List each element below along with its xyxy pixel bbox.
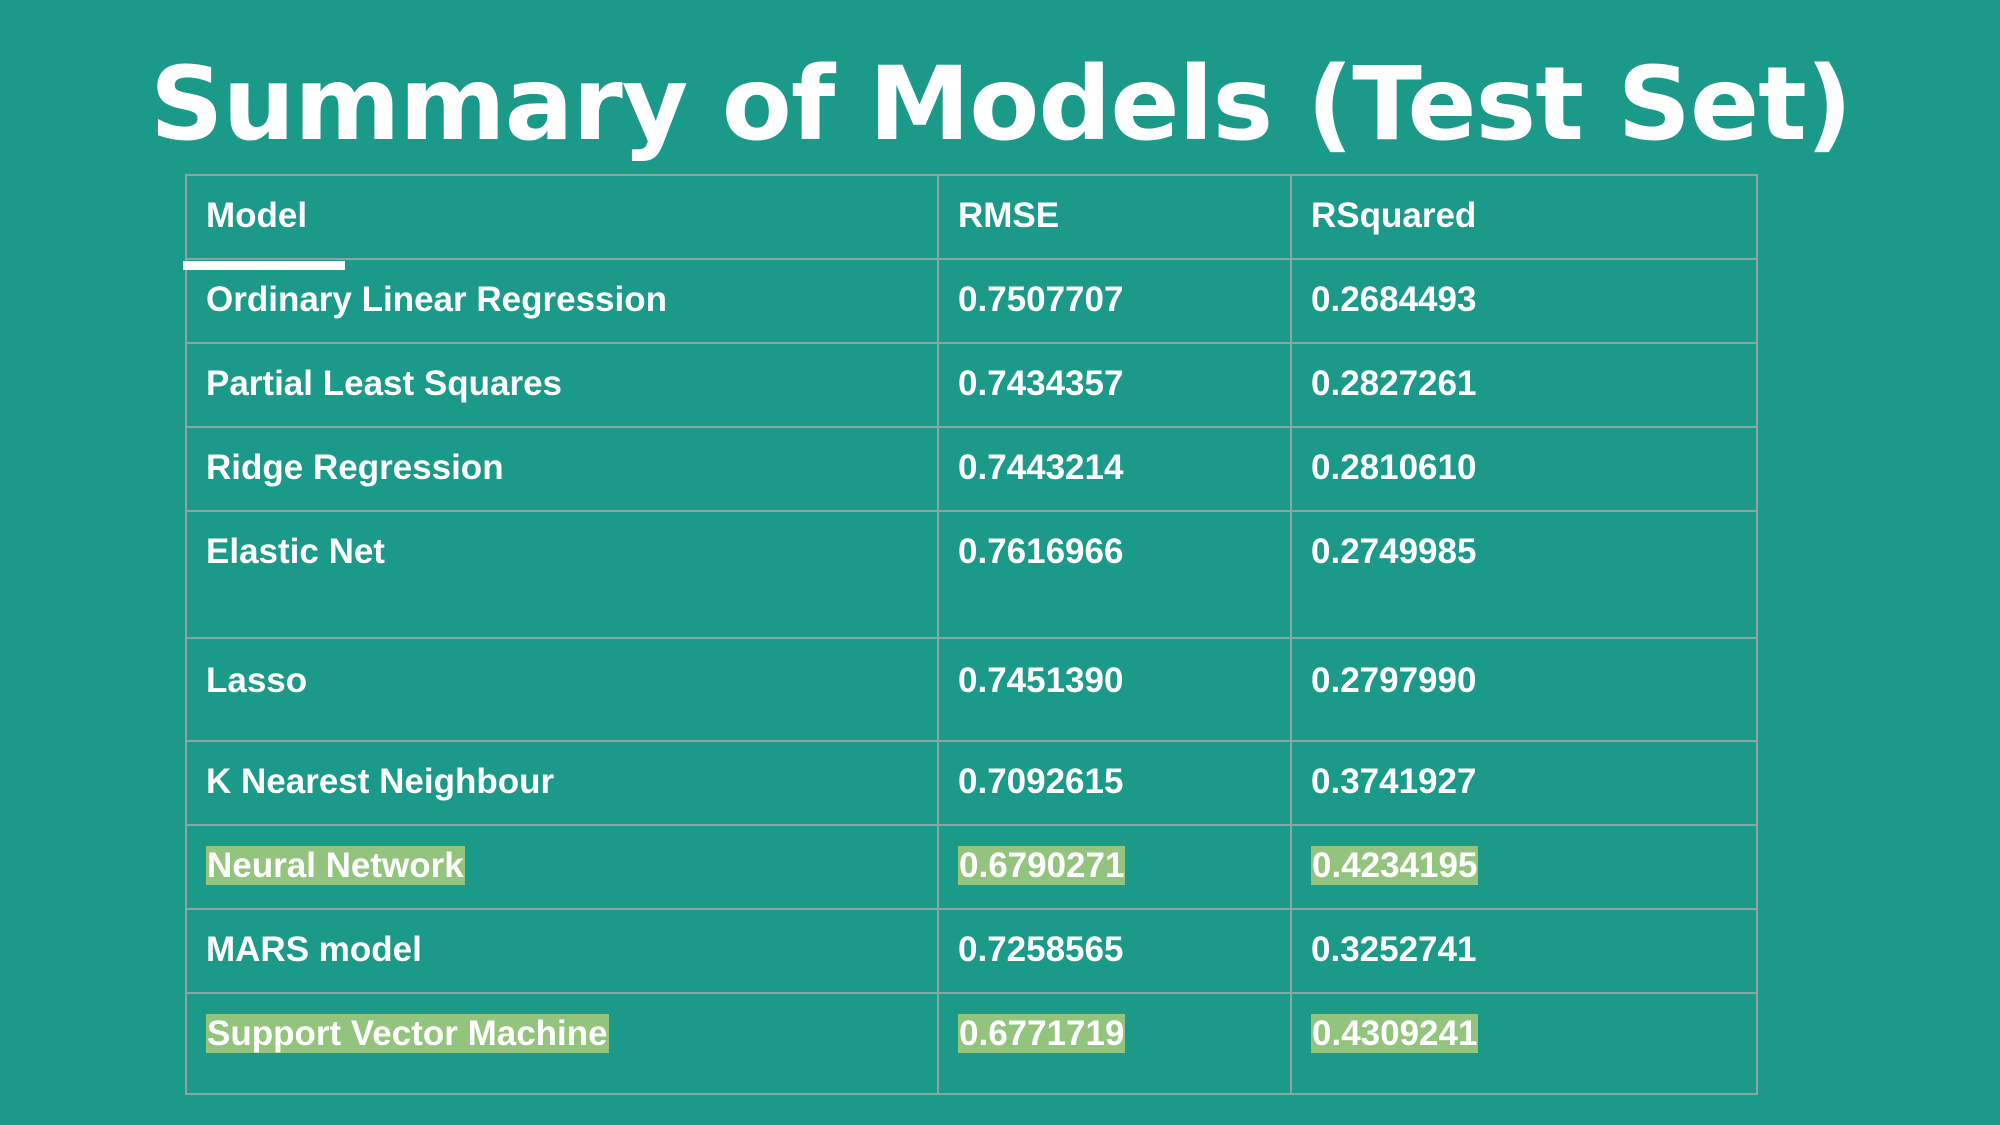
- model-name: Elastic Net: [206, 532, 385, 571]
- rsquared-value-highlighted: 0.4309241: [1311, 1014, 1479, 1053]
- table-row: Lasso 0.7451390 0.2797990: [185, 637, 1758, 742]
- model-cell: Neural Network: [185, 824, 939, 910]
- rsquared-cell: 0.3252741: [1290, 908, 1758, 994]
- model-name: Ordinary Linear Regression: [206, 280, 667, 319]
- rmse-value: 0.7616966: [958, 532, 1124, 571]
- model-name: Ridge Regression: [206, 448, 504, 487]
- model-name: Partial Least Squares: [206, 364, 562, 403]
- table-row: Ridge Regression 0.7443214 0.2810610: [185, 426, 1758, 512]
- rmse-value: 0.7434357: [958, 364, 1124, 403]
- model-cell: Elastic Net: [185, 510, 939, 639]
- rsquared-value: 0.2749985: [1311, 532, 1477, 571]
- rsquared-value: 0.2827261: [1311, 364, 1477, 403]
- column-header-rmse: RMSE: [937, 174, 1292, 260]
- rsquared-cell: 0.4309241: [1290, 992, 1758, 1095]
- rmse-cell: 0.6771719: [937, 992, 1292, 1095]
- header-underline-accent: [183, 261, 345, 270]
- rsquared-cell: 0.2827261: [1290, 342, 1758, 428]
- rsquared-cell: 0.3741927: [1290, 740, 1758, 826]
- rmse-cell: 0.7434357: [937, 342, 1292, 428]
- model-cell: Ordinary Linear Regression: [185, 258, 939, 344]
- model-cell: Ridge Regression: [185, 426, 939, 512]
- table-row: Partial Least Squares 0.7434357 0.282726…: [185, 342, 1758, 428]
- column-header-model: Model: [185, 174, 939, 260]
- rmse-value-highlighted: 0.6771719: [958, 1014, 1126, 1053]
- rmse-cell: 0.7443214: [937, 426, 1292, 512]
- model-name-highlighted: Support Vector Machine: [206, 1014, 609, 1053]
- rsquared-cell: 0.4234195: [1290, 824, 1758, 910]
- rmse-value: 0.7451390: [958, 661, 1124, 700]
- rmse-value: 0.7258565: [958, 930, 1124, 969]
- rmse-cell: 0.7092615: [937, 740, 1292, 826]
- model-cell: Partial Least Squares: [185, 342, 939, 428]
- rmse-cell: 0.7507707: [937, 258, 1292, 344]
- table-row: Elastic Net 0.7616966 0.2749985: [185, 510, 1758, 639]
- model-name: MARS model: [206, 930, 422, 969]
- rmse-value: 0.7443214: [958, 448, 1124, 487]
- table-row: MARS model 0.7258565 0.3252741: [185, 908, 1758, 994]
- rmse-cell: 0.7451390: [937, 637, 1292, 742]
- rsquared-value: 0.2810610: [1311, 448, 1477, 487]
- table-row-highlighted: Neural Network 0.6790271 0.4234195: [185, 824, 1758, 910]
- models-summary-table: Model RMSE RSquared Ordinary Linear Regr…: [185, 174, 1758, 1095]
- models-summary-table-container: Model RMSE RSquared Ordinary Linear Regr…: [185, 174, 1758, 1095]
- rsquared-cell: 0.2749985: [1290, 510, 1758, 639]
- rsquared-value: 0.3252741: [1311, 930, 1477, 969]
- table-row: Ordinary Linear Regression 0.7507707 0.2…: [185, 258, 1758, 344]
- table-header-row: Model RMSE RSquared: [185, 174, 1758, 260]
- model-cell: Support Vector Machine: [185, 992, 939, 1095]
- rmse-cell: 0.7616966: [937, 510, 1292, 639]
- rsquared-value-highlighted: 0.4234195: [1311, 846, 1479, 885]
- rsquared-cell: 0.2797990: [1290, 637, 1758, 742]
- rmse-cell: 0.7258565: [937, 908, 1292, 994]
- rmse-value: 0.7507707: [958, 280, 1124, 319]
- rmse-cell: 0.6790271: [937, 824, 1292, 910]
- rsquared-cell: 0.2810610: [1290, 426, 1758, 512]
- rsquared-cell: 0.2684493: [1290, 258, 1758, 344]
- model-name: K Nearest Neighbour: [206, 762, 555, 801]
- model-cell: MARS model: [185, 908, 939, 994]
- table-row: K Nearest Neighbour 0.7092615 0.3741927: [185, 740, 1758, 826]
- model-cell: Lasso: [185, 637, 939, 742]
- rsquared-value: 0.3741927: [1311, 762, 1477, 801]
- model-cell: K Nearest Neighbour: [185, 740, 939, 826]
- rmse-value-highlighted: 0.6790271: [958, 846, 1126, 885]
- table-row-highlighted: Support Vector Machine 0.6771719 0.43092…: [185, 992, 1758, 1095]
- model-name: Lasso: [206, 661, 308, 700]
- model-name-highlighted: Neural Network: [206, 846, 465, 885]
- page-title: Summary of Models (Test Set): [150, 45, 1853, 164]
- column-header-rsquared: RSquared: [1290, 174, 1758, 260]
- rmse-value: 0.7092615: [958, 762, 1124, 801]
- rsquared-value: 0.2797990: [1311, 661, 1477, 700]
- rsquared-value: 0.2684493: [1311, 280, 1477, 319]
